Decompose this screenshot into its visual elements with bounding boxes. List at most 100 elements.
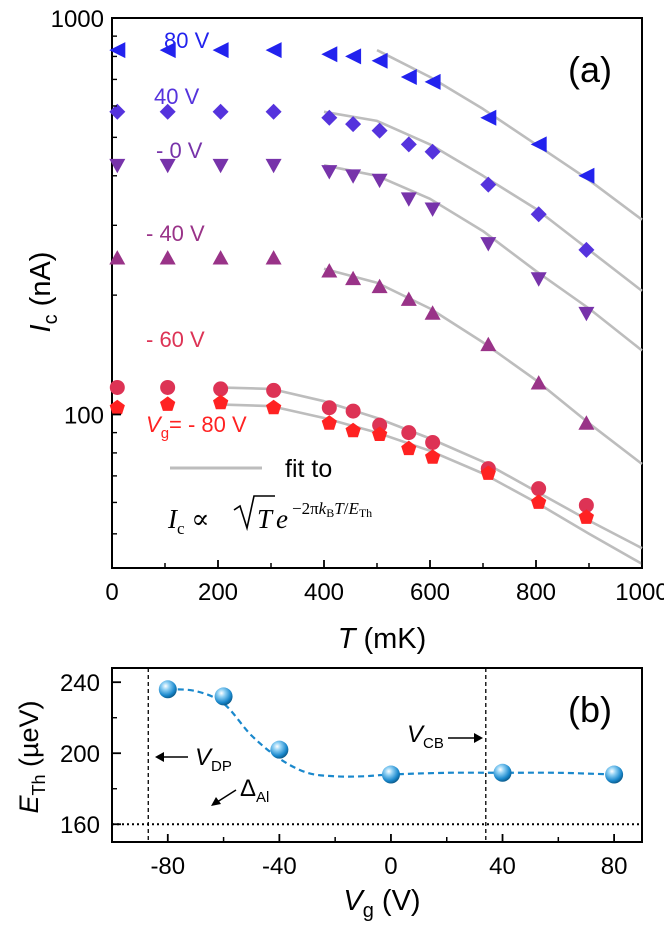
y-tick-label: 1000 xyxy=(51,6,104,33)
data-point--80V xyxy=(372,426,388,441)
data-point-80V xyxy=(265,42,282,59)
data-point-80V xyxy=(345,48,362,65)
svg-text:−2πkBT/ETh: −2πkBT/ETh xyxy=(292,499,372,520)
data-point-0V xyxy=(530,272,547,287)
panel-b-markers xyxy=(158,680,624,784)
data-point-0V xyxy=(371,173,388,189)
data-point-40V xyxy=(578,241,595,258)
data-point--40V xyxy=(480,336,497,352)
data-point-0V xyxy=(109,158,126,174)
data-point--80V xyxy=(425,449,441,464)
data-point--60V xyxy=(109,379,125,395)
panel-b-x-axis: -80 -40 0 40 80 xyxy=(150,834,627,880)
data-point-80V xyxy=(530,136,547,153)
x-tick-label: 200 xyxy=(198,579,238,606)
data-point-80V xyxy=(480,109,497,126)
panel-a-y-label: Ic (nA) xyxy=(25,252,62,333)
data-point-0V xyxy=(265,158,282,174)
data-point-40V xyxy=(265,103,282,120)
data-point-40V xyxy=(424,143,441,160)
data-point-80V xyxy=(321,46,338,63)
data-point-0V xyxy=(400,192,417,207)
delta-al-annotation: ΔAl xyxy=(211,775,269,806)
data-point-80V xyxy=(400,69,417,85)
vcb-label: VCB xyxy=(407,721,444,752)
data-point--60V xyxy=(213,381,229,397)
data-point--40V xyxy=(212,250,229,265)
data-point-80V xyxy=(424,73,441,90)
panel-a: 0 200 400 600 800 1000 100 1000 80 V 40 V - 0 V -… xyxy=(25,6,664,655)
vcb-annotation: VCB xyxy=(407,721,483,752)
data-point-80V xyxy=(212,42,229,59)
data-point--40V xyxy=(159,250,176,265)
panel-a-label: (a) xyxy=(568,49,612,90)
svg-text:e: e xyxy=(276,504,288,534)
svg-text:T: T xyxy=(257,504,274,534)
panel-a-x-axis: 0 200 400 600 800 1000 xyxy=(105,560,664,606)
data-point-80V xyxy=(371,52,388,69)
data-point--60V xyxy=(321,400,337,416)
data-point-0V xyxy=(321,165,338,180)
data-point--80V xyxy=(321,415,337,430)
data-point-80V xyxy=(159,42,176,59)
series-label--80V: Vg= - 80 V xyxy=(146,412,247,442)
series-label-40V: 40 V xyxy=(154,84,200,109)
data-point--80V xyxy=(213,394,229,410)
data-point--80V xyxy=(578,509,594,524)
data-point-40V xyxy=(400,136,417,153)
x-tick-label: 1000 xyxy=(615,579,664,606)
data-point-0V xyxy=(424,202,441,217)
data-point--80V xyxy=(160,396,176,411)
panel-b-x-label: Vg (V) xyxy=(343,885,420,922)
y-tick-label: 200 xyxy=(60,741,100,768)
series-label-0V: - 0 V xyxy=(156,138,203,163)
x-tick-label: 40 xyxy=(489,853,516,880)
panel-b-y-label: ETh (µeV) xyxy=(14,700,49,813)
panel-b-reference-lines xyxy=(112,668,642,842)
data-point--60V xyxy=(345,403,361,419)
data-point--60V xyxy=(425,434,441,450)
data-point-40V xyxy=(530,206,547,223)
panel-b-label: (b) xyxy=(568,689,612,730)
data-point-40V xyxy=(321,109,338,126)
x-tick-label: 800 xyxy=(516,579,556,606)
x-tick-label: -40 xyxy=(262,853,297,880)
data-point--40V xyxy=(400,291,417,306)
data-point-0V xyxy=(212,158,229,174)
data-point-80V xyxy=(578,167,595,184)
data-point--60V xyxy=(531,481,547,497)
panel-a-markers xyxy=(109,42,595,524)
panel-a-series-labels: 80 V 40 V - 0 V - 40 V - 60 V Vg= - 80 V xyxy=(146,28,247,442)
data-point--40V xyxy=(424,305,441,320)
legend-sqrt-sign xyxy=(233,495,275,532)
eth-data-point xyxy=(214,687,233,706)
panel-b-trend xyxy=(167,688,615,778)
y-tick-label: 240 xyxy=(60,670,100,697)
panel-a-x-label: T (mK) xyxy=(338,623,427,655)
data-point--60V xyxy=(578,497,594,513)
data-point--60V xyxy=(372,417,388,433)
x-tick-label: 600 xyxy=(410,579,450,606)
data-point--60V xyxy=(160,379,176,395)
x-tick-label: 0 xyxy=(384,853,397,880)
data-point--40V xyxy=(530,375,547,390)
data-point-40V xyxy=(212,103,229,120)
panel-a-y-axis: 100 1000 xyxy=(51,6,121,535)
panel-b-y-axis: 160 200 240 xyxy=(60,670,121,839)
data-point--80V xyxy=(401,440,417,456)
legend-fit-label: fit to xyxy=(285,455,332,483)
y-tick-label: 100 xyxy=(64,402,104,429)
eth-data-point xyxy=(158,680,177,699)
data-point--40V xyxy=(109,250,126,265)
delta-al-label: ΔAl xyxy=(240,775,269,806)
panel-b: -80 -40 0 40 80 160 200 240 VDP VCB ΔAl (b) Vg… xyxy=(14,667,643,922)
eth-data-point xyxy=(493,763,512,782)
vdp-label: VDP xyxy=(195,744,232,775)
eth-data-point xyxy=(381,765,400,784)
eth-data-point xyxy=(605,765,624,784)
data-point--80V xyxy=(345,422,361,438)
data-point-0V xyxy=(480,237,497,252)
x-tick-label: 80 xyxy=(601,853,628,880)
vdp-annotation: VDP xyxy=(155,744,232,775)
